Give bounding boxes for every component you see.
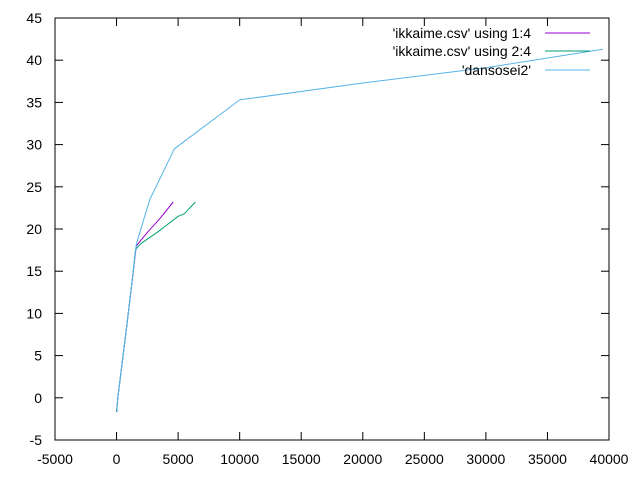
y-tick-label: 45 [26,10,42,26]
x-tick-label: 35000 [528,451,567,467]
legend: 'ikkaime.csv' using 1:4 'ikkaime.csv' usi… [393,25,590,78]
x-tick-label: 30000 [466,451,505,467]
series-line-1 [116,201,174,413]
y-tick-label: -5 [30,432,43,448]
y-tick-label: 30 [26,137,42,153]
x-tick-label: -5000 [37,451,73,467]
y-tick-label: 25 [26,179,42,195]
y-tick-label: 0 [34,390,42,406]
series-line-3 [116,48,603,411]
y-tick-label: 10 [26,305,42,321]
y-tick-label: 35 [26,94,42,110]
legend-label-1: 'ikkaime.csv' using 1:4 [393,25,532,41]
x-tick-label: 15000 [282,451,321,467]
x-tick-label: 20000 [343,451,382,467]
x-tick-label: 10000 [220,451,259,467]
y-tick-label: 40 [26,52,42,68]
x-tick-label: 40000 [590,451,629,467]
y-tick-label: 15 [26,263,42,279]
series-layer [116,48,603,413]
y-tick-label: 5 [34,348,42,364]
x-tick-label: 0 [113,451,121,467]
series-line-2 [116,201,196,413]
plot-border [54,17,610,441]
legend-label-3: 'dansosei2' [462,62,531,78]
y-tick-label: 20 [26,221,42,237]
x-tick-label: 25000 [405,451,444,467]
x-tick-label: 5000 [163,451,194,467]
ticks-layer: -5000 0 5000 10000 15000 20000 25000 30000 35000… [26,10,628,467]
legend-label-2: 'ikkaime.csv' using 2:4 [393,43,532,59]
